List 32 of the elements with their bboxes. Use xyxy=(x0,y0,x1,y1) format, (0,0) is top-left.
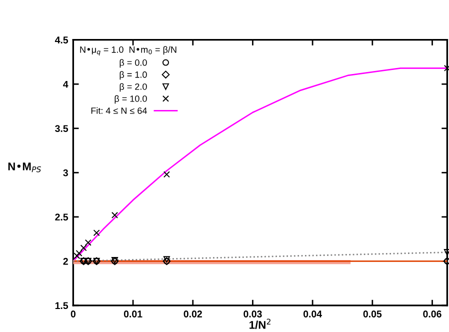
legend-label: β = 0.0 xyxy=(120,59,147,68)
x-tick-label: 0.04 xyxy=(303,310,322,318)
y-tick-label: 2 xyxy=(63,258,68,265)
x-axis-title: 1/N$^{2}$ xyxy=(250,318,270,329)
y-tick-label: 3 xyxy=(63,169,68,176)
x-tick-label: 0.06 xyxy=(423,310,442,318)
legend-label: β = 10.0 xyxy=(114,95,147,104)
y-tick-label: 3.5 xyxy=(55,125,68,132)
x-tick-label: 0.05 xyxy=(363,310,382,318)
y-tick-label: 4 xyxy=(63,80,68,88)
point xyxy=(84,239,92,246)
y-tick-label: 2.5 xyxy=(55,214,68,221)
y-tick-label: 4.5 xyxy=(54,36,68,44)
point xyxy=(444,249,449,256)
point xyxy=(93,230,100,236)
point xyxy=(80,244,87,252)
point xyxy=(74,252,80,260)
x-tick-label: 0.02 xyxy=(184,310,202,318)
point xyxy=(76,250,82,256)
line-series xyxy=(73,67,448,262)
x-tick-label: 0.03 xyxy=(244,310,262,318)
point xyxy=(111,212,118,218)
point xyxy=(444,64,449,72)
x-tick-label: 0 xyxy=(70,310,76,318)
point xyxy=(163,171,170,178)
legend-label: β = 2.0 xyxy=(120,83,147,92)
y-tick-label: 1.5 xyxy=(55,302,68,310)
legend-title: N•μ$_{q}$ = 1.0 N•m$_{0}$ = β/N xyxy=(80,46,176,56)
y-axis-title: N•M$_{PS}$ xyxy=(8,162,41,172)
x-tick-label: 0.01 xyxy=(124,310,142,318)
legend-label: β = 1.0 xyxy=(120,71,147,80)
legend-label: Fit: 4 ≤ N ≤ 64 xyxy=(91,107,147,114)
